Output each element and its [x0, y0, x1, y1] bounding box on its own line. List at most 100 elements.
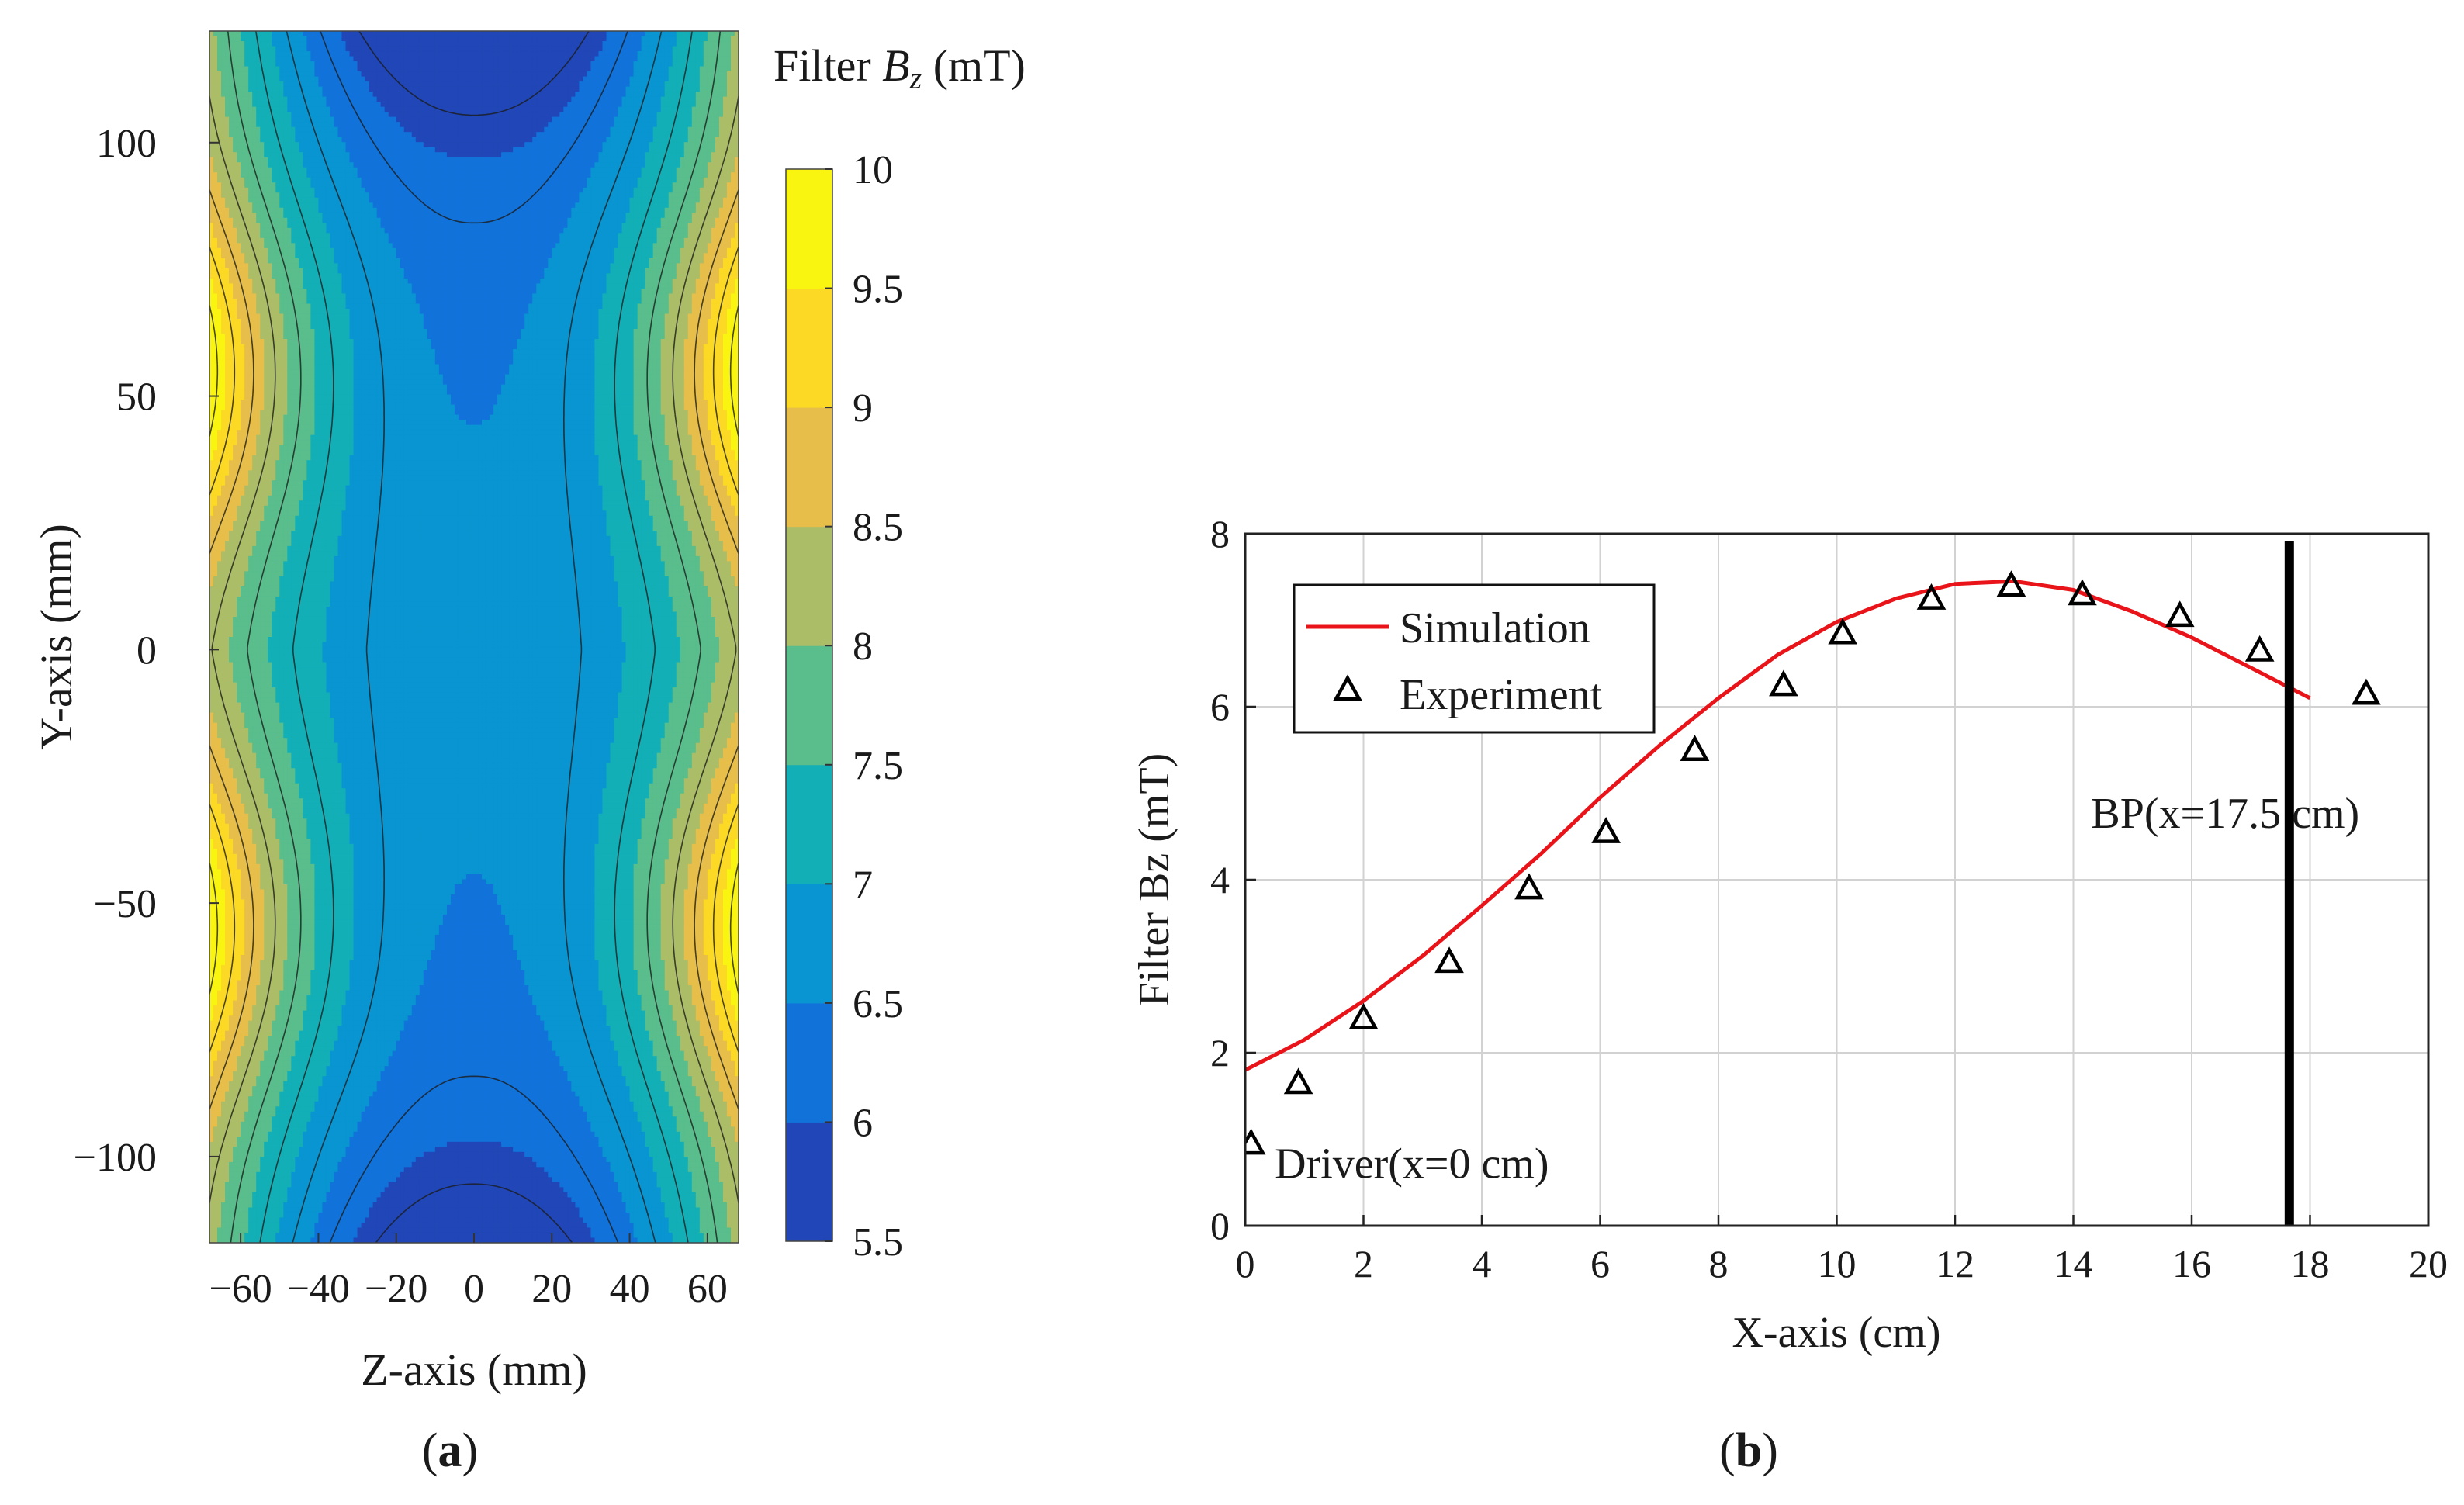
contour-cell [225, 36, 230, 42]
contour-cell [699, 76, 704, 82]
contour-cell [337, 213, 343, 219]
contour-cell [478, 132, 483, 138]
contour-cell [625, 71, 631, 78]
contour-cell [505, 96, 510, 102]
contour-cell [291, 182, 296, 189]
contour-cell [264, 92, 268, 98]
contour-cell [668, 106, 673, 112]
contour-cell [629, 116, 635, 123]
contour-cell [633, 46, 638, 52]
contour-cell [465, 152, 471, 158]
contour-cell [225, 122, 230, 128]
contour-cell [431, 172, 436, 178]
contour-cell [438, 102, 444, 108]
contour-cell [552, 177, 556, 183]
contour-cell [241, 126, 245, 133]
contour-cell [544, 66, 549, 72]
contour-cell [722, 162, 728, 168]
contour-cell [264, 41, 268, 47]
contour-cell [392, 213, 397, 219]
contour-cell [454, 36, 459, 42]
contour-cell [683, 36, 689, 42]
contour-cell [544, 192, 549, 199]
contour-cell [341, 213, 347, 219]
contour-cell [442, 157, 448, 163]
contour-cell [521, 112, 525, 118]
contour-cell [330, 152, 335, 158]
contour-cell [575, 172, 580, 178]
contour-cell [275, 207, 280, 213]
contour-cell [691, 192, 697, 199]
contour-cell [442, 71, 448, 78]
contour-cell [268, 213, 272, 219]
contour-cell [683, 102, 689, 108]
contour-cell [322, 147, 327, 153]
contour-cell [715, 122, 720, 128]
contour-cell [295, 122, 299, 128]
contour-cell [376, 162, 382, 168]
contour-cell [400, 31, 405, 37]
contour-cell [482, 36, 486, 42]
contour-cell [310, 142, 315, 148]
contour-cell [552, 202, 556, 209]
contour-cell [217, 116, 222, 123]
contour-cell [649, 142, 654, 148]
contour-cell [536, 96, 541, 102]
contour-cell [407, 167, 413, 173]
contour-cell [528, 132, 533, 138]
contour-cell [645, 112, 650, 118]
contour-cell [691, 157, 697, 163]
contour-cell [571, 102, 576, 108]
contour-cell [314, 213, 320, 219]
contour-cell [225, 106, 230, 112]
contour-cell [660, 126, 666, 133]
contour-cell [314, 157, 320, 163]
contour-cell [703, 202, 708, 209]
contour-cell [353, 76, 358, 82]
contour-cell [711, 76, 716, 82]
contour-cell [486, 207, 490, 213]
contour-cell [641, 122, 646, 128]
contour-cell [233, 112, 237, 118]
contour-cell [734, 197, 739, 203]
contour-cell [225, 177, 230, 183]
contour-cell [493, 132, 498, 138]
contour-cell [465, 116, 471, 123]
contour-cell [730, 56, 735, 62]
contour-cell [656, 137, 662, 143]
contour-cell [221, 162, 226, 168]
contour-cell [260, 197, 265, 203]
contour-cell [341, 126, 347, 133]
contour-cell [217, 46, 222, 52]
contour-cell [715, 137, 720, 143]
contour-cell [722, 76, 728, 82]
contour-cell [517, 142, 521, 148]
contour-cell [552, 81, 556, 88]
contour-cell [652, 147, 658, 153]
contour-cell [458, 202, 463, 209]
contour-cell [575, 66, 580, 72]
contour-cell [392, 202, 397, 209]
contour-cell [718, 66, 724, 72]
contour-cell [629, 147, 635, 153]
contour-cell [641, 167, 646, 173]
contour-cell [337, 51, 343, 57]
contour-cell [229, 207, 234, 213]
contour-cell [730, 167, 735, 173]
contour-cell [334, 172, 339, 178]
contour-cell [334, 147, 339, 153]
contour-cell [369, 177, 374, 183]
contour-cell [225, 61, 230, 67]
contour-cell [353, 56, 358, 62]
contour-cell [734, 41, 739, 47]
contour-cell [602, 51, 607, 57]
contour-cell [318, 106, 324, 112]
contour-cell [349, 172, 355, 178]
contour-cell [272, 137, 276, 143]
contour-cell [283, 207, 288, 213]
contour-cell [521, 167, 525, 173]
contour-cell [330, 41, 335, 47]
contour-cell [260, 152, 265, 158]
contour-cell [668, 207, 673, 213]
contour-cell [244, 86, 249, 92]
